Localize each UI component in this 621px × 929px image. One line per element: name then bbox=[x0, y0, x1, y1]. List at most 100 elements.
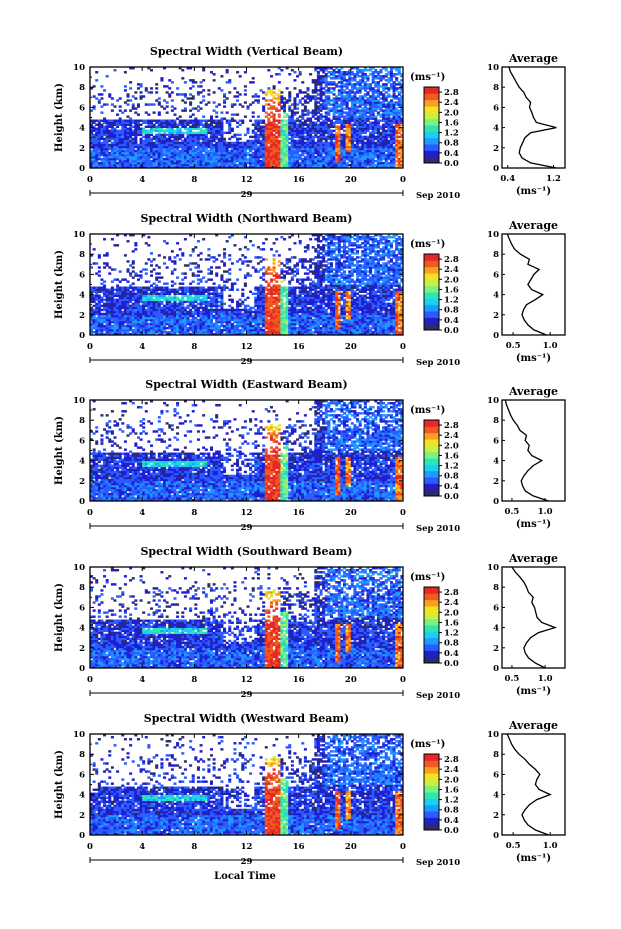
heatmap-cell bbox=[369, 109, 373, 112]
heatmap-cell bbox=[202, 157, 206, 161]
heatmap-cell bbox=[152, 155, 156, 159]
x-tick-label: 4 bbox=[139, 175, 145, 185]
heatmap-cell bbox=[191, 153, 195, 157]
heatmap-cell bbox=[103, 159, 107, 163]
heatmap-cell bbox=[129, 300, 133, 304]
heatmap-cell bbox=[348, 79, 352, 82]
heatmap-cell bbox=[163, 298, 167, 302]
heatmap-cell bbox=[116, 284, 120, 287]
heatmap-cell bbox=[296, 75, 300, 78]
heatmap-cell bbox=[212, 151, 216, 155]
heatmap-cell bbox=[280, 99, 284, 102]
heatmap-cell bbox=[108, 294, 112, 298]
heatmap-cell bbox=[319, 95, 323, 98]
heatmap-cell bbox=[319, 155, 323, 159]
heatmap-cell bbox=[204, 298, 208, 302]
heatmap-cell bbox=[324, 77, 328, 80]
heatmap-cell bbox=[345, 93, 349, 96]
heatmap-cell bbox=[126, 133, 130, 137]
heatmap-cell bbox=[118, 300, 122, 304]
heatmap-cell bbox=[155, 302, 159, 306]
heatmap-cell bbox=[269, 147, 273, 151]
heatmap-cell bbox=[110, 304, 114, 308]
heatmap-cell bbox=[366, 143, 370, 147]
heatmap-cell bbox=[163, 256, 167, 259]
heatmap-cell bbox=[176, 296, 180, 300]
heatmap-cell bbox=[126, 141, 130, 145]
heatmap-cell bbox=[225, 119, 229, 122]
heatmap-cell bbox=[209, 163, 213, 167]
heatmap-cell bbox=[288, 145, 292, 149]
heatmap-cell bbox=[173, 133, 177, 137]
heatmap-cell bbox=[361, 73, 365, 76]
heatmap-cell bbox=[183, 101, 187, 104]
heatmap-cell bbox=[147, 123, 151, 126]
heatmap-cell bbox=[123, 133, 127, 137]
heatmap-cell bbox=[103, 304, 107, 308]
heatmap-cell bbox=[170, 165, 174, 169]
heatmap-cell bbox=[311, 79, 315, 82]
heatmap-cell bbox=[280, 165, 284, 169]
heatmap-cell bbox=[361, 143, 365, 147]
heatmap-cell bbox=[108, 147, 112, 151]
heatmap-cell bbox=[358, 155, 362, 159]
heatmap-cell bbox=[332, 107, 336, 110]
heatmap-cell bbox=[397, 73, 401, 76]
heatmap-cell bbox=[116, 332, 120, 336]
heatmap-cell bbox=[129, 117, 133, 120]
heatmap-cell bbox=[173, 121, 177, 124]
colorbar-swatch bbox=[424, 99, 439, 107]
heatmap-cell bbox=[157, 111, 161, 114]
heatmap-cell bbox=[116, 328, 120, 332]
heatmap-cell bbox=[293, 157, 297, 161]
heatmap-cell bbox=[238, 103, 242, 106]
heatmap-cell bbox=[366, 69, 370, 72]
heatmap-cell bbox=[272, 133, 276, 137]
heatmap-cell bbox=[389, 75, 393, 78]
heatmap-cell bbox=[233, 147, 237, 151]
heatmap-cell bbox=[116, 234, 120, 237]
heatmap-cell bbox=[194, 147, 198, 151]
heatmap-cell bbox=[207, 153, 211, 157]
heatmap-cell bbox=[155, 272, 159, 275]
heatmap-cell bbox=[178, 141, 182, 145]
heatmap-cell bbox=[129, 322, 133, 326]
heatmap-cell bbox=[170, 302, 174, 306]
heatmap-cell bbox=[356, 107, 360, 110]
heatmap-cell bbox=[303, 113, 307, 116]
heatmap-cell bbox=[379, 101, 383, 104]
heatmap-cell bbox=[335, 111, 339, 114]
heatmap-cell bbox=[121, 143, 125, 147]
heatmap-cell bbox=[209, 117, 213, 120]
heatmap-cell bbox=[400, 145, 404, 149]
heatmap-cell bbox=[384, 73, 388, 76]
heatmap-cell bbox=[337, 119, 341, 122]
heatmap-cell bbox=[288, 163, 292, 167]
heatmap-cell bbox=[165, 139, 169, 143]
heatmap-cell bbox=[160, 137, 164, 141]
heatmap-cell bbox=[327, 125, 331, 128]
heatmap-cell bbox=[314, 151, 318, 155]
heatmap-cell bbox=[134, 131, 138, 135]
heatmap-cell bbox=[181, 306, 185, 310]
heatmap-cell bbox=[202, 302, 206, 306]
heatmap-cell bbox=[116, 298, 120, 302]
heatmap-cell bbox=[389, 103, 393, 106]
heatmap-cell bbox=[191, 163, 195, 167]
heatmap-cell bbox=[345, 151, 349, 155]
heatmap-cell bbox=[254, 157, 258, 161]
heatmap-cell bbox=[147, 163, 151, 167]
heatmap-cell bbox=[387, 95, 391, 98]
heatmap-cell bbox=[220, 141, 224, 145]
heatmap-cell bbox=[288, 73, 292, 76]
heatmap-cell bbox=[254, 125, 258, 128]
heatmap-cell bbox=[316, 143, 320, 147]
heatmap-cell bbox=[233, 119, 237, 122]
heatmap-cell bbox=[186, 121, 190, 124]
heatmap-cell bbox=[100, 127, 104, 131]
heatmap-cell bbox=[149, 260, 153, 263]
heatmap-cell bbox=[311, 91, 315, 94]
heatmap-cell bbox=[113, 324, 117, 328]
heatmap-cell bbox=[236, 137, 240, 141]
heatmap-cell bbox=[246, 159, 250, 163]
